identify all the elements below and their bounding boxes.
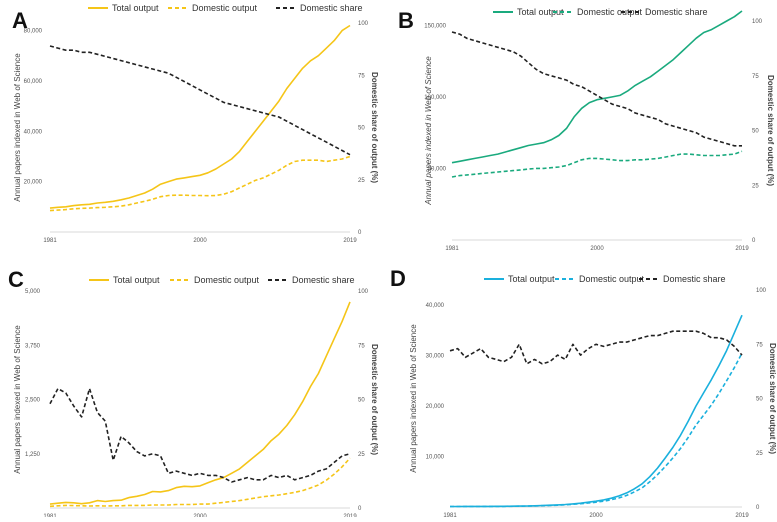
y-tick-label: 150,000 xyxy=(424,23,446,29)
legend-label-3: Domestic share xyxy=(663,274,726,284)
y-tick-label: 60,000 xyxy=(24,79,43,85)
series-line-domestic-share xyxy=(49,45,351,156)
legend-label-1: Total output xyxy=(517,7,564,17)
panel-label: D xyxy=(390,266,406,291)
y2-tick-label: 0 xyxy=(756,505,760,511)
y2-tick-label: 0 xyxy=(358,230,362,236)
legend-label-3: Domestic share xyxy=(292,275,355,285)
series-line-domestic-share xyxy=(451,31,742,147)
chart-panel-c: C Total output Domestic output Domestic sha… xyxy=(8,267,379,520)
legend-label-2: Domestic output xyxy=(577,7,643,17)
y2-axis-label: Domestic share of output (%) xyxy=(766,75,775,186)
y-axis-label: Annual papers indexed in Web of Science xyxy=(409,324,418,473)
y-tick-label: 2,500 xyxy=(25,398,41,404)
y-tick-label: 50,000 xyxy=(428,166,447,172)
legend-label-2: Domestic output xyxy=(192,3,258,13)
y2-tick-label: 50 xyxy=(358,126,365,132)
y-tick-label: 10,000 xyxy=(426,455,445,461)
x-tick-label: 2000 xyxy=(193,238,207,244)
y2-tick-label: 25 xyxy=(752,183,759,189)
y-tick-label: 40,000 xyxy=(24,129,43,135)
y2-axis-label: Domestic share of output (%) xyxy=(768,343,777,454)
y-tick-label: 3,750 xyxy=(25,343,41,349)
y2-tick-label: 100 xyxy=(358,289,369,295)
y2-tick-label: 100 xyxy=(358,21,369,27)
series-line-domestic-output xyxy=(450,352,743,508)
x-tick-label: 2019 xyxy=(735,513,749,517)
y-tick-label: 80,000 xyxy=(24,29,43,35)
y2-tick-label: 75 xyxy=(358,343,365,349)
panel-label: C xyxy=(8,267,24,292)
x-tick-label: 1981 xyxy=(43,238,57,244)
series-line-domestic-share xyxy=(449,330,743,365)
series-line-total-output xyxy=(49,24,351,209)
y2-tick-label: 50 xyxy=(358,398,365,404)
series-line-domestic-output xyxy=(451,150,743,178)
y2-tick-label: 0 xyxy=(358,506,362,512)
panel-label: B xyxy=(398,8,414,33)
y2-tick-label: 75 xyxy=(756,342,763,348)
x-tick-label: 1981 xyxy=(443,513,457,517)
x-tick-label: 2000 xyxy=(590,246,604,252)
y2-tick-label: 25 xyxy=(358,178,365,184)
chart-panel-b: B Total output Domestic output Domestic sha… xyxy=(398,7,775,252)
y-tick-label: 30,000 xyxy=(426,354,445,360)
legend-label-1: Total output xyxy=(112,3,159,13)
y2-tick-label: 100 xyxy=(752,19,763,25)
panel-label: A xyxy=(12,8,28,33)
y2-tick-label: 100 xyxy=(756,288,767,294)
series-line-domestic-output xyxy=(49,457,351,508)
legend-label-1: Total output xyxy=(508,274,555,284)
x-tick-label: 2000 xyxy=(589,513,603,517)
chart-panel-a: A Total output Domestic output Domestic sha… xyxy=(12,3,379,244)
series-line-domestic-share xyxy=(49,387,351,483)
y-axis-label: Annual papers indexed in Web of Science xyxy=(13,53,22,202)
legend-label-3: Domestic share xyxy=(300,3,363,13)
legend-label-2: Domestic output xyxy=(579,274,645,284)
chart-panel-d: D Total output Domestic output Domestic sha… xyxy=(390,266,777,519)
y-axis-label: Annual papers indexed in Web of Science xyxy=(13,325,22,474)
legend-label-3: Domestic share xyxy=(645,7,708,17)
y2-tick-label: 25 xyxy=(756,451,763,457)
x-tick-label: 2019 xyxy=(735,246,749,252)
y-tick-label: 20,000 xyxy=(426,404,445,410)
series-line-total-output xyxy=(49,301,351,505)
y2-tick-label: 50 xyxy=(756,397,763,403)
y-tick-label: 1,250 xyxy=(25,452,41,458)
y2-tick-label: 50 xyxy=(752,129,759,135)
y-axis-label: Annual papers indexed in Web of Science xyxy=(424,56,433,206)
y2-tick-label: 0 xyxy=(752,238,756,244)
y-tick-label: 5,000 xyxy=(25,289,41,295)
y2-axis-label: Domestic share of output (%) xyxy=(370,344,379,455)
x-tick-label: 2019 xyxy=(343,238,357,244)
series-line-domestic-output xyxy=(49,155,351,212)
x-tick-label: 1981 xyxy=(445,246,459,252)
y2-tick-label: 75 xyxy=(752,74,759,80)
series-line-total-output xyxy=(451,10,743,164)
y2-tick-label: 25 xyxy=(358,452,365,458)
y-tick-label: 40,000 xyxy=(426,303,445,309)
y-tick-label: 20,000 xyxy=(24,180,43,186)
legend-label-2: Domestic output xyxy=(194,275,260,285)
legend-label-1: Total output xyxy=(113,275,160,285)
y-tick-label: 100,000 xyxy=(424,95,446,101)
y2-tick-label: 75 xyxy=(358,73,365,79)
y2-axis-label: Domestic share of output (%) xyxy=(370,72,379,183)
